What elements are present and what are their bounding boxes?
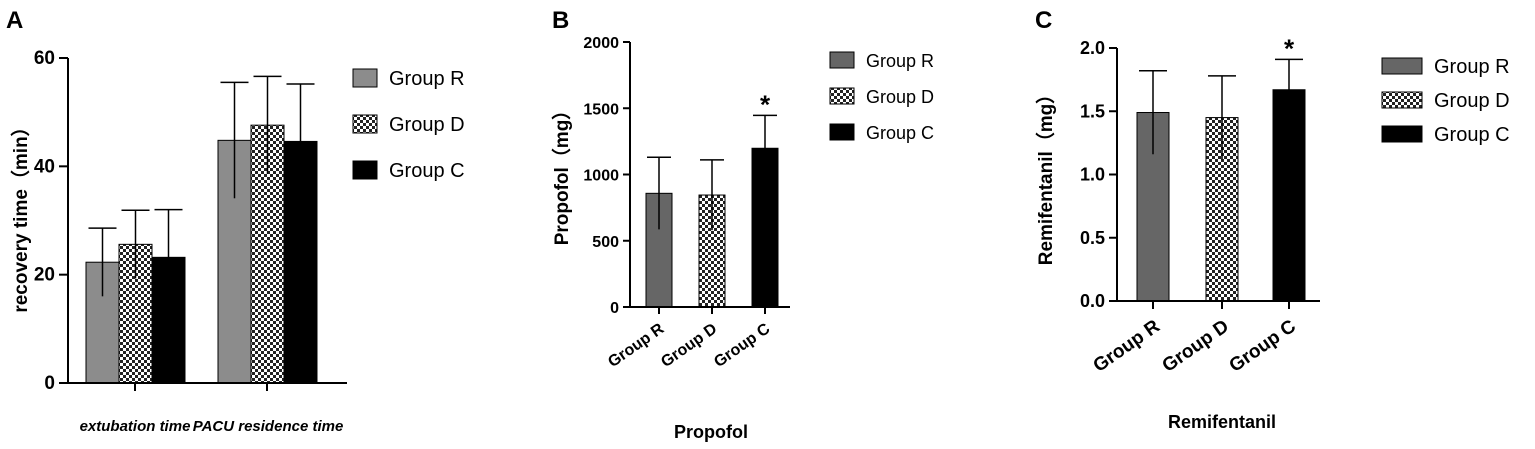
legend-b: Group R Group D Group C <box>829 51 934 143</box>
y-tick-label: 0 <box>44 373 55 394</box>
legend-label: Group D <box>389 114 465 136</box>
legend-swatch <box>829 123 855 141</box>
legend-label: Group C <box>1434 124 1510 146</box>
y-tick-label: 2000 <box>583 35 619 52</box>
legend-label: Group C <box>389 160 465 182</box>
x-categories-a: extubation time PACU residence time <box>80 383 344 435</box>
x-category-label: Group D <box>1159 316 1233 377</box>
legend-swatch <box>829 87 855 105</box>
legend-label: Group R <box>1434 56 1510 78</box>
bar <box>1272 89 1306 302</box>
legend-label: Group D <box>1434 90 1510 112</box>
y-tick-label: 1.0 <box>1080 165 1105 185</box>
legend-swatch <box>352 160 378 180</box>
x-axis-title-c: Remifentanil <box>1168 412 1276 432</box>
y-tick-label: 1.5 <box>1080 101 1105 121</box>
y-tick-label: 0 <box>610 300 619 317</box>
panel-letter-b: B <box>552 7 569 34</box>
x-category-label: extubation time <box>80 418 191 435</box>
y-tick-label: 1000 <box>583 168 619 185</box>
legend-label: Group R <box>389 68 465 90</box>
y-tick-label: 40 <box>34 156 55 177</box>
x-category-label: Group R <box>605 320 668 371</box>
significance-marker: * <box>760 89 771 119</box>
legend-a: Group R Group D Group C <box>352 68 465 182</box>
y-axis-title-a: recovery time（min） <box>9 117 32 312</box>
legend-swatch <box>829 51 855 69</box>
legend-swatch <box>352 68 378 88</box>
x-category-label: Group R <box>1090 316 1165 377</box>
legend-swatch <box>1381 91 1423 109</box>
legend-swatch <box>352 114 378 134</box>
significance-marker: * <box>1284 33 1295 63</box>
panel-letter-c: C <box>1035 7 1052 34</box>
bars-c: * <box>1136 33 1306 302</box>
legend-label: Group C <box>866 123 934 143</box>
panel-b: B Propofol（mg） Propofol * 0 500 1000 1500 20… <box>550 7 934 442</box>
x-category-label: Group D <box>658 320 720 371</box>
y-tick-label: 20 <box>34 265 55 286</box>
y-ticks-b: 0 500 1000 1500 2000 <box>583 35 790 317</box>
y-tick-label: 500 <box>592 234 619 251</box>
legend-label: Group R <box>866 51 934 71</box>
panel-a: A recovery time（min） 0 20 40 60 extubation … <box>6 7 465 435</box>
y-tick-label: 60 <box>34 48 55 69</box>
x-axis-title-b: Propofol <box>674 422 748 442</box>
panel-letter-a: A <box>6 7 23 34</box>
panel-c: C Remifentanil（mg） Remifentanil * 0.0 0.5… <box>1034 7 1510 432</box>
bars-a <box>85 75 318 384</box>
y-ticks-c: 0.0 0.5 1.0 1.5 2.0 <box>1080 38 1320 311</box>
y-axis-title-c: Remifentanil（mg） <box>1034 85 1057 266</box>
legend-swatch <box>1381 125 1423 143</box>
legend-label: Group D <box>866 87 934 107</box>
legend-swatch <box>1381 57 1423 75</box>
y-tick-label: 2.0 <box>1080 38 1105 58</box>
y-tick-label: 0.0 <box>1080 291 1105 311</box>
x-category-label: Group C <box>711 320 774 371</box>
x-category-label: PACU residence time <box>193 418 344 435</box>
y-tick-label: 0.5 <box>1080 228 1105 248</box>
y-ticks-a: 0 20 40 60 <box>34 48 347 394</box>
y-axis-title-b: Propofol（mg） <box>550 101 573 246</box>
x-category-label: Group C <box>1226 316 1301 377</box>
y-tick-label: 1500 <box>583 101 619 118</box>
bars-b: * <box>645 89 779 308</box>
legend-c: Group R Group D Group C <box>1381 56 1510 146</box>
